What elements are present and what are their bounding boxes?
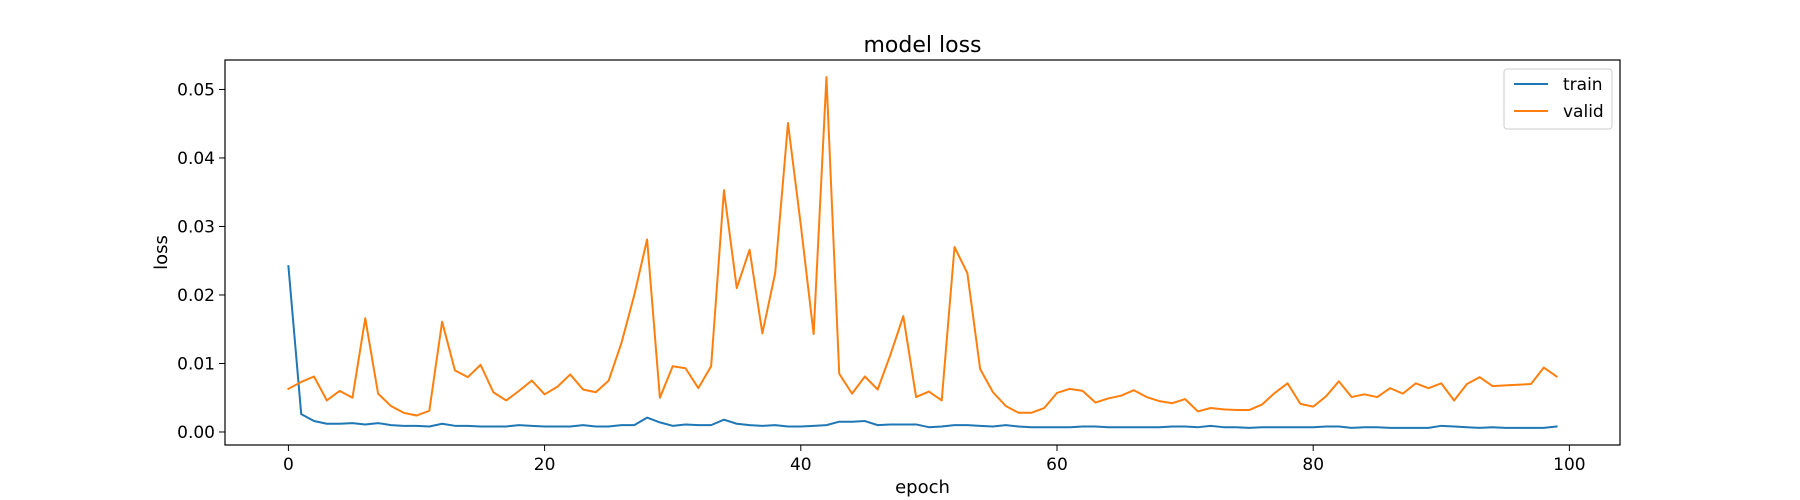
- y-axis-ticks: 0.00 0.01 0.02 0.03 0.04 0.05: [177, 80, 225, 443]
- y-tick-label: 0.03: [177, 217, 215, 237]
- series-line-valid: [287, 76, 1558, 417]
- chart-title: model loss: [864, 33, 982, 58]
- y-tick-label: 0.02: [177, 286, 215, 306]
- x-axis-ticks: 0 20 40 60 80 100: [283, 445, 1586, 475]
- series-line-train: [287, 265, 1558, 429]
- y-tick-label: 0.00: [177, 423, 215, 443]
- legend-train-label: train: [1563, 75, 1603, 95]
- x-tick-label: 100: [1553, 455, 1585, 475]
- x-tick-label: 20: [534, 455, 556, 475]
- y-tick-label: 0.05: [177, 80, 215, 100]
- legend-valid-label: valid: [1563, 102, 1604, 122]
- x-axis-label: epoch: [895, 477, 950, 498]
- y-axis-label: loss: [151, 235, 172, 270]
- y-tick-label: 0.01: [177, 354, 215, 374]
- x-tick-label: 60: [1046, 455, 1068, 475]
- legend: train valid: [1503, 68, 1613, 130]
- y-tick-label: 0.04: [177, 149, 215, 169]
- x-tick-label: 40: [790, 455, 812, 475]
- x-tick-label: 80: [1302, 455, 1324, 475]
- x-tick-label: 0: [283, 455, 294, 475]
- plot-area: [225, 60, 1620, 445]
- plot-frame: [224, 59, 1621, 446]
- series-layer: [287, 76, 1558, 429]
